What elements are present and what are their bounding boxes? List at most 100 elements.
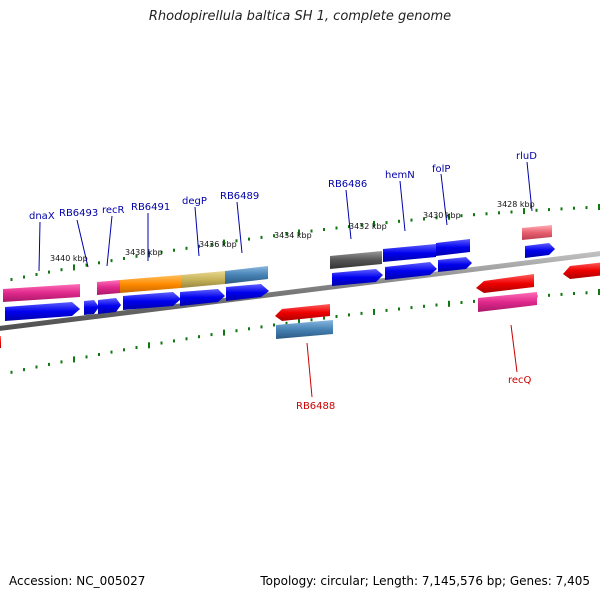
gene-block-hemN[interactable] bbox=[383, 244, 436, 262]
label-leaders bbox=[38, 161, 533, 272]
minor-tick bbox=[385, 308, 388, 312]
gene-block-recR[interactable] bbox=[97, 280, 120, 295]
gene-block-recQ[interactable] bbox=[478, 292, 537, 312]
scale-label-3436: 3436 kbp bbox=[199, 240, 237, 249]
scale-label-3434: 3434 kbp bbox=[274, 231, 312, 240]
gene-label-degP[interactable]: degP bbox=[182, 196, 207, 207]
minor-tick bbox=[110, 350, 113, 354]
minor-tick bbox=[48, 362, 50, 366]
cds-arrow-degP[interactable] bbox=[180, 289, 225, 306]
minor-tick bbox=[498, 211, 500, 215]
gene-label-dnaX[interactable]: dnaX bbox=[29, 211, 55, 222]
cds-arrow-recQ[interactable] bbox=[476, 274, 534, 293]
minor-tick bbox=[123, 257, 125, 260]
major-tick bbox=[523, 208, 525, 215]
minor-tick bbox=[23, 275, 25, 279]
major-tick bbox=[298, 229, 300, 236]
minor-tick bbox=[435, 303, 438, 307]
minor-tick bbox=[173, 248, 175, 252]
gene-block-folP[interactable] bbox=[436, 239, 470, 256]
gene-label-rluD[interactable]: rluD bbox=[516, 151, 537, 162]
gene-block-RB6491[interactable] bbox=[120, 275, 181, 293]
major-tick bbox=[148, 251, 150, 258]
cds-arrow-RB6488[interactable] bbox=[275, 304, 330, 321]
gene-block-RB6486[interactable] bbox=[330, 251, 382, 269]
genome-summary-text: Topology: circular; Length: 7,145,576 bp… bbox=[260, 574, 590, 588]
gene-label-recR[interactable]: recR bbox=[102, 205, 125, 216]
major-tick bbox=[73, 356, 75, 363]
major-tick bbox=[373, 220, 375, 227]
minor-tick bbox=[35, 365, 38, 369]
cds-arrow-RB6489[interactable] bbox=[226, 284, 269, 301]
cds-arrow-hemN[interactable] bbox=[385, 262, 437, 280]
minor-tick bbox=[185, 337, 188, 341]
minor-tick bbox=[485, 212, 488, 216]
minor-tick bbox=[510, 210, 513, 214]
scale-label-3432: 3432 kbp bbox=[349, 222, 387, 231]
cds-arrow-rluD[interactable] bbox=[525, 243, 555, 258]
minor-tick bbox=[360, 311, 363, 315]
minor-tick bbox=[173, 339, 175, 343]
minor-tick bbox=[398, 219, 400, 223]
reverse-gene-labels: RB6488 recQ bbox=[296, 375, 532, 412]
minor-tick bbox=[85, 263, 88, 267]
minor-tick bbox=[48, 270, 50, 274]
minor-tick bbox=[398, 307, 400, 311]
scale-label-3428: 3428 kbp bbox=[497, 200, 535, 209]
minor-tick bbox=[473, 213, 475, 217]
gene-label-RB6486[interactable]: RB6486 bbox=[328, 179, 367, 190]
gene-label-hemN[interactable]: hemN bbox=[385, 170, 415, 181]
cds-arrow-left-edge[interactable] bbox=[0, 336, 1, 349]
gene-label-folP[interactable]: folP bbox=[432, 164, 450, 175]
major-tick bbox=[223, 239, 225, 246]
minor-tick bbox=[310, 229, 313, 233]
minor-tick bbox=[135, 254, 138, 258]
cds-arrow-RB6486[interactable] bbox=[332, 269, 383, 286]
gene-block-rluD[interactable] bbox=[522, 225, 552, 240]
cds-arrow-right-edge[interactable] bbox=[563, 262, 600, 279]
forward-gene-labels: dnaX RB6493 recR RB6491 degP RB6489 RB64… bbox=[29, 151, 537, 222]
minor-tick bbox=[423, 217, 425, 221]
reverse-label-leaders bbox=[306, 324, 518, 398]
gene-label-RB6488[interactable]: RB6488 bbox=[296, 401, 335, 412]
minor-tick bbox=[310, 318, 313, 322]
minor-tick bbox=[285, 232, 288, 236]
gene-label-RB6489[interactable]: RB6489 bbox=[220, 191, 259, 202]
minor-tick bbox=[10, 278, 13, 281]
minor-tick bbox=[35, 273, 38, 276]
minor-tick bbox=[323, 228, 325, 231]
gene-block-dnaX[interactable] bbox=[3, 284, 80, 302]
cds-arrow-dnaX[interactable] bbox=[5, 302, 80, 321]
minor-tick bbox=[85, 355, 88, 359]
major-tick bbox=[448, 213, 450, 220]
minor-tick bbox=[160, 341, 163, 345]
gene-block-RB6489[interactable] bbox=[225, 266, 268, 284]
gene-block-RB6488[interactable] bbox=[276, 320, 333, 339]
map-title: Rhodopirellula baltica SH 1, complete ge… bbox=[148, 9, 452, 24]
cds-arrow-recR[interactable] bbox=[98, 298, 121, 314]
minor-tick bbox=[460, 301, 463, 304]
cds-arrow-RB6493[interactable] bbox=[84, 300, 99, 315]
major-tick bbox=[598, 204, 600, 210]
gene-label-RB6491[interactable]: RB6491 bbox=[131, 202, 170, 213]
minor-tick bbox=[335, 226, 338, 230]
cds-arrow-folP[interactable] bbox=[438, 257, 472, 272]
minor-tick bbox=[10, 370, 13, 374]
minor-tick bbox=[435, 216, 438, 220]
minor-tick bbox=[360, 223, 363, 227]
gene-block-degP[interactable] bbox=[181, 271, 225, 288]
cds-arrow-RB6491[interactable] bbox=[123, 292, 181, 310]
forward-feature-row bbox=[3, 225, 552, 302]
major-tick bbox=[223, 329, 225, 336]
scale-label-3430: 3430 kbp bbox=[423, 211, 461, 220]
minor-tick bbox=[548, 293, 550, 297]
minor-tick bbox=[248, 327, 250, 331]
gene-label-recQ[interactable]: recQ bbox=[508, 375, 532, 386]
minor-tick bbox=[185, 246, 188, 250]
minor-tick bbox=[460, 214, 463, 218]
minor-tick bbox=[585, 206, 588, 210]
gene-label-RB6493[interactable]: RB6493 bbox=[59, 208, 98, 219]
minor-tick bbox=[160, 250, 163, 254]
minor-tick bbox=[210, 243, 213, 246]
